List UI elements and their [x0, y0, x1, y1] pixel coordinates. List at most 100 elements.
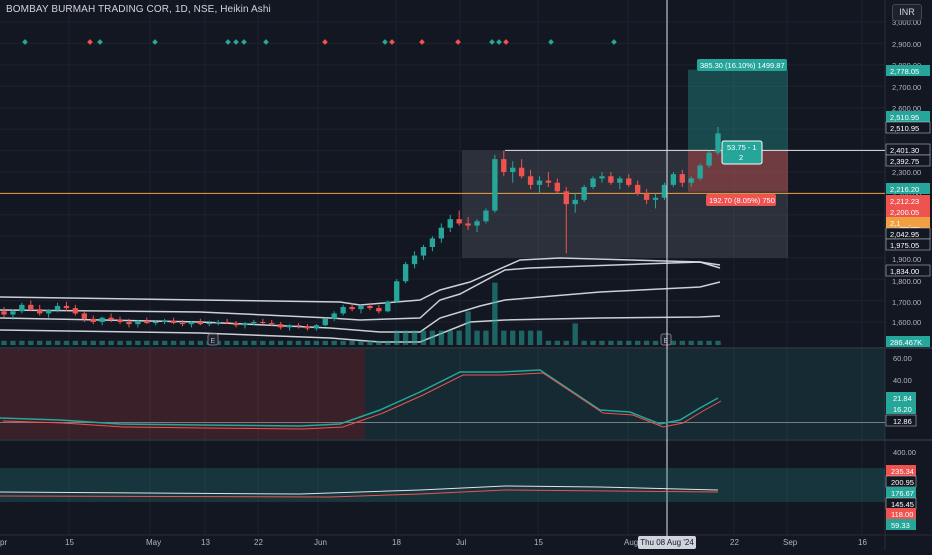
time-axis-label: 16 — [858, 538, 867, 547]
candle-body — [563, 191, 569, 205]
currency-button[interactable]: INR — [892, 4, 922, 21]
volume-bar — [385, 340, 391, 345]
volume-bar — [697, 340, 703, 345]
volume-bar — [197, 340, 204, 345]
volume-bar — [1, 340, 7, 345]
candle-body — [581, 187, 587, 200]
candle-body — [706, 152, 712, 166]
volume-bar — [37, 340, 43, 345]
volume-bar — [188, 340, 195, 345]
price-label: 2,778.05 — [890, 67, 919, 76]
candle-body — [367, 305, 373, 309]
candle-body — [72, 308, 79, 314]
volume-bar — [295, 340, 302, 345]
osc1-tick-label: 60.00 — [893, 354, 912, 363]
osc1-label-badge — [885, 414, 917, 427]
candle-body — [394, 281, 400, 302]
price-label-badge — [886, 206, 930, 217]
volume-bar — [367, 340, 373, 345]
signal-diamond — [233, 39, 239, 45]
volume-bar — [90, 340, 96, 345]
price-label: 2,200.05 — [890, 208, 919, 217]
volume-bar — [126, 340, 132, 345]
price-label: 2,042.95 — [890, 230, 919, 239]
osc2-label: 118.00 — [891, 510, 913, 519]
volume-bar — [19, 340, 25, 345]
volume-bar — [501, 330, 507, 345]
candle-body — [179, 323, 186, 325]
candle-body — [617, 178, 623, 183]
price-label: 2,216.20 — [890, 185, 919, 194]
candle-body — [385, 301, 391, 312]
volume-bar — [72, 340, 79, 345]
time-axis-label: pr — [0, 538, 7, 547]
volume-bar — [465, 311, 471, 345]
osc2-label: 59.33 — [891, 521, 910, 530]
volume-bar — [144, 340, 150, 345]
stop-label-badge — [706, 194, 776, 206]
volume-bar — [617, 340, 623, 345]
volume-bar — [153, 340, 159, 345]
signal-diamond — [263, 39, 269, 45]
price-tick-label: 2,200.00 — [892, 190, 921, 199]
candle-body — [19, 304, 25, 312]
osc1-label: 16.20 — [893, 405, 912, 414]
candle-body — [420, 247, 427, 256]
volume-bar — [563, 340, 569, 345]
price-label: 2,1__.__ — [890, 219, 920, 228]
osc1-tick-label: 40.00 — [893, 376, 912, 385]
signal-diamond — [548, 39, 554, 45]
volume-bar — [349, 340, 355, 345]
candle-body — [153, 322, 159, 324]
candle-body — [527, 176, 534, 185]
volume-bar — [224, 340, 230, 345]
candle-body — [277, 324, 284, 328]
exchange-label: NSE — [193, 4, 215, 15]
candle-body — [554, 182, 561, 192]
price-label: 2,510.95 — [890, 124, 919, 133]
time-axis-label: Aug — [624, 538, 638, 547]
volume-bar — [429, 330, 436, 345]
candle-body — [599, 176, 605, 179]
band-line-4 — [0, 315, 721, 343]
volume-bar — [688, 340, 694, 345]
osc2-label: 176.67 — [891, 489, 914, 498]
candle-body — [251, 322, 257, 324]
candle-body — [492, 159, 498, 211]
crosshair-date-label: Thu 08 Aug '24 — [638, 536, 696, 549]
osc1-label: 21.84 — [893, 394, 912, 403]
osc2-label: 235.34 — [891, 467, 914, 476]
interval-label: 1D — [174, 4, 188, 15]
price-tick-label: 3,000.00 — [892, 18, 921, 27]
volume-bar — [447, 330, 453, 345]
volume-bar — [670, 340, 677, 345]
volume-bar — [634, 340, 641, 345]
volume-bar — [492, 282, 498, 345]
candle-body — [447, 219, 453, 228]
candle-body — [652, 197, 659, 200]
signal-diamond — [97, 39, 103, 45]
candle-body — [634, 184, 641, 194]
volume-bar — [54, 340, 61, 345]
time-axis-label: 22 — [254, 538, 263, 547]
volume-bar — [322, 340, 328, 345]
volume-bar — [572, 323, 578, 345]
signal-diamond — [503, 39, 509, 45]
candle-body — [108, 317, 114, 320]
volume-bar — [706, 340, 712, 345]
candle-body — [411, 255, 418, 265]
osc2-label-badge — [886, 487, 916, 498]
signal-diamond — [322, 39, 328, 45]
candle-body — [483, 210, 489, 222]
candle-body — [358, 305, 364, 310]
volume-bar — [679, 340, 685, 345]
price-label: 1,975.05 — [890, 241, 919, 250]
volume-bar — [643, 340, 650, 345]
candle-body — [161, 320, 168, 322]
volume-bar — [652, 340, 659, 345]
osc-bg-green — [365, 349, 885, 439]
volume-bar — [161, 340, 168, 345]
earnings-label: E — [211, 338, 216, 345]
